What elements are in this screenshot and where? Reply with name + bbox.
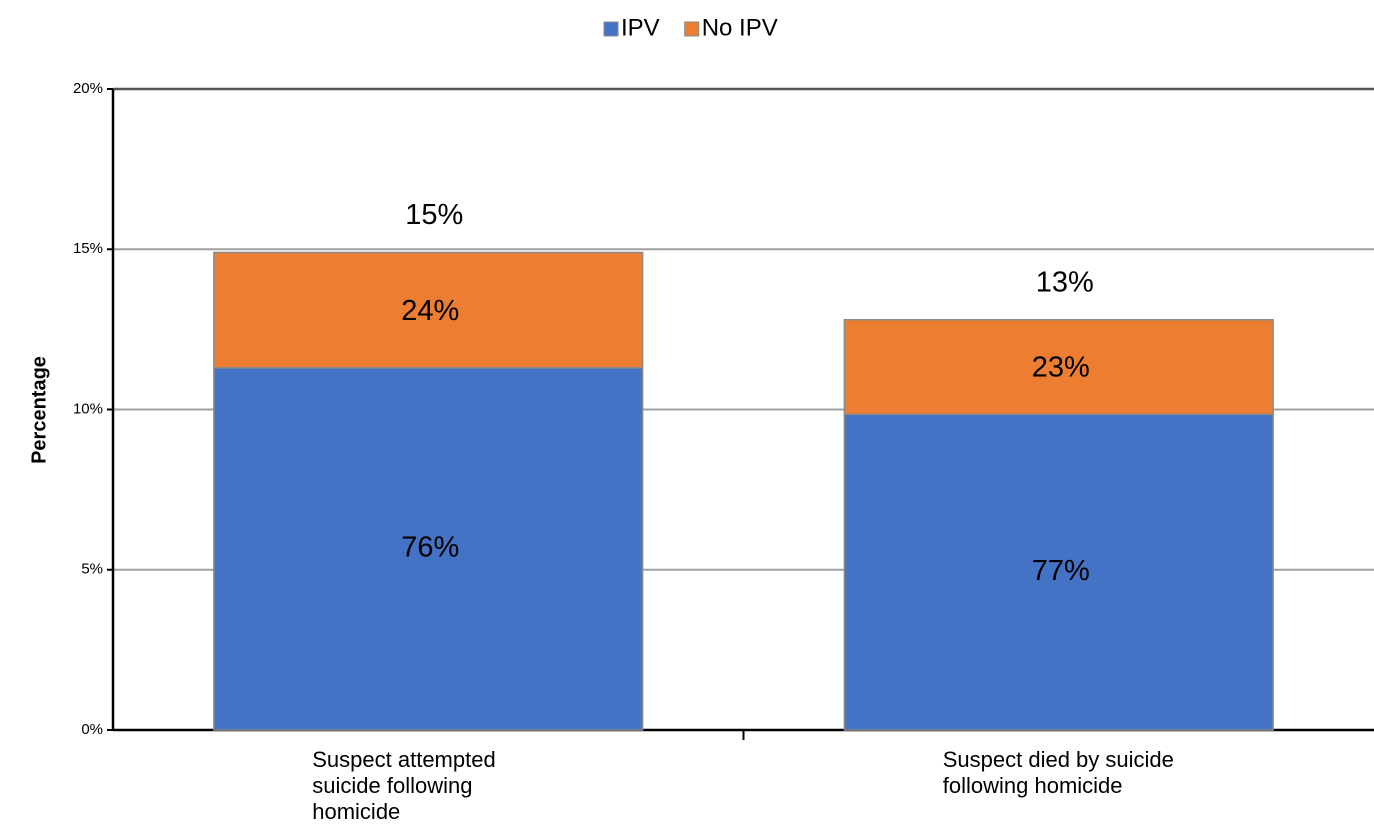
legend-swatch <box>684 21 700 37</box>
y-axis-label: Percentage <box>28 356 50 464</box>
bar-segment <box>843 413 1274 731</box>
legend-label: No IPV <box>702 14 778 41</box>
y-tick-label: 10% <box>73 400 103 417</box>
legend-label: IPV <box>621 14 660 41</box>
y-tick-label: 5% <box>81 561 103 578</box>
segment-label: 76% <box>401 532 459 564</box>
bar-segment <box>213 367 644 731</box>
bar-segment <box>213 251 644 369</box>
segment-label: 77% <box>1032 555 1090 587</box>
x-tick-label: Suspect died by suicide following homici… <box>942 747 1174 798</box>
y-tick-label: 0% <box>81 721 103 738</box>
bar-segment <box>843 319 1274 416</box>
legend-swatch <box>603 21 619 37</box>
total-label: 15% <box>405 199 463 231</box>
total-label: 13% <box>1036 266 1094 298</box>
x-tick-label: Suspect attempted suicide following homi… <box>312 747 496 824</box>
y-tick-label: 20% <box>73 80 103 97</box>
y-tick-label: 15% <box>73 240 103 257</box>
segment-label: 24% <box>401 295 459 327</box>
segment-label: 23% <box>1032 352 1090 384</box>
